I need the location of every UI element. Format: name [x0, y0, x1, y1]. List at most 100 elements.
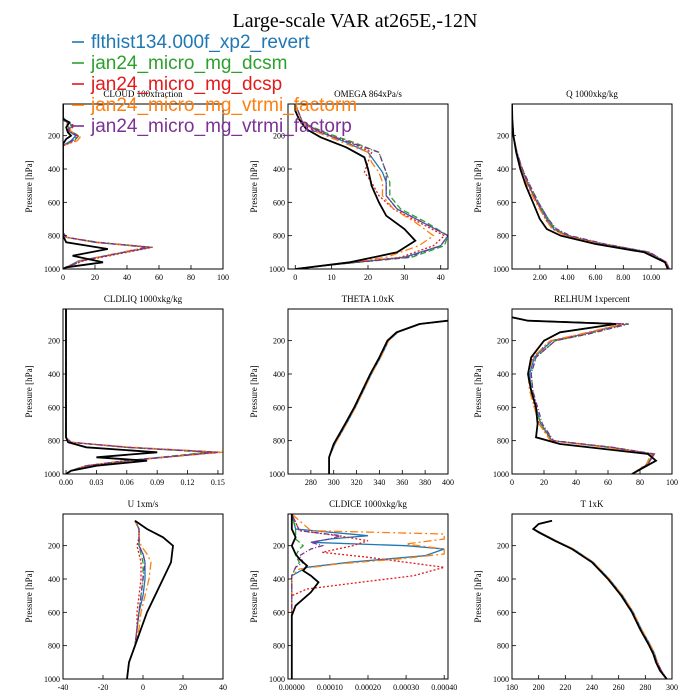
series-line-control [328, 319, 448, 474]
legend-item: jan24_micro_mg_dcsm [72, 53, 287, 74]
y-tick-label: 200 [273, 542, 285, 551]
x-tick-label: 0.00010 [317, 683, 343, 692]
x-tick-label: 0.00 [59, 478, 73, 487]
x-tick-label: 380 [419, 478, 431, 487]
panel-2: 0 10 20 30 40 200 400 600 800 1000 Pressure [hPa] O… [249, 89, 449, 282]
x-tick-label: 220 [559, 683, 571, 692]
series-group [290, 514, 445, 679]
series-group [531, 519, 668, 679]
x-tick-label: 240 [586, 683, 598, 692]
x-tick-label: 0 [293, 273, 297, 282]
panel-title: Q 1000xkg/kg [566, 89, 618, 99]
panel-title: CLDLIQ 1000xkg/kg [104, 294, 183, 304]
x-tick-label: 20 [364, 273, 372, 282]
series-line-jan24_micro_mg_dcsm [328, 320, 448, 474]
y-tick-label: 600 [48, 608, 60, 617]
y-tick-label: 200 [497, 132, 509, 141]
legend-label: jan24_micro_mg_vtrmi_factorm [90, 95, 357, 116]
x-tick-label: 0.00040 [431, 683, 457, 692]
y-tick-label: 1000 [269, 265, 285, 274]
panel-title: U 1xm/s [128, 499, 159, 509]
x-tick-label: 0.00030 [393, 683, 419, 692]
series-line-control [65, 309, 158, 474]
series-group [65, 309, 223, 474]
y-tick-label: 600 [497, 198, 509, 207]
series-line-jan24_micro_mg_vtrmi_factorm [291, 514, 445, 679]
x-tick-label: 0.00020 [355, 683, 381, 692]
y-tick-label: 800 [497, 232, 509, 241]
panel-1: 0 20 40 60 80 100 200 400 600 800 1000 Pressure [hP… [24, 89, 229, 282]
y-axis-label: Pressure [hPa] [24, 365, 34, 417]
panel-6: 0 20 40 60 80 100 200 400 600 800 1000 Pressure [hP… [473, 294, 678, 487]
series-line-jan24_micro_mg_dcsm [532, 520, 668, 679]
x-tick-label: 300 [328, 478, 340, 487]
series-line-jan24_micro_mg_dcsm [512, 104, 670, 269]
series-line-jan24_micro_mg_dcsp [291, 514, 445, 679]
y-tick-label: 400 [273, 370, 285, 379]
panel-7: -40 -20 0 20 40 200 400 600 800 1000 Pressure [hPa… [24, 499, 227, 692]
y-tick-label: 800 [48, 437, 60, 446]
y-tick-label: 600 [273, 608, 285, 617]
plot-frame [287, 513, 449, 680]
series-line-jan24_micro_mg_vtrmi_factorm [65, 309, 223, 474]
panel-title: RELHUM 1xpercent [554, 294, 630, 304]
y-tick-label: 1000 [269, 675, 285, 684]
y-tick-label: 1000 [493, 265, 509, 274]
plot-frame [62, 308, 224, 475]
y-tick-label: 800 [48, 642, 60, 651]
x-tick-label: 80 [636, 478, 644, 487]
series-line-control [531, 519, 668, 679]
x-tick-label: 2.00 [533, 273, 547, 282]
x-tick-label: 280 [305, 478, 317, 487]
x-tick-label: 60 [604, 478, 612, 487]
series-line-control [512, 104, 669, 269]
panel-8: 0.00000 0.00010 0.00020 0.00030 0.00040 200 40… [249, 499, 457, 692]
y-tick-label: 200 [273, 132, 285, 141]
x-tick-label: 40 [572, 478, 580, 487]
panel-title: T 1xK [580, 499, 604, 509]
y-tick-label: 400 [497, 575, 509, 584]
x-tick-label: -40 [58, 683, 69, 692]
legend: flthist134.000f_xp2_revertjan24_micro_mg… [72, 32, 357, 137]
y-axis-label: Pressure [hPa] [249, 570, 259, 622]
x-tick-label: 40 [123, 273, 131, 282]
series-line-flthist134.000f_xp2_revert [63, 104, 152, 269]
plot-frame [62, 103, 224, 270]
y-axis-label: Pressure [hPa] [249, 160, 259, 212]
x-tick-label: 40 [437, 273, 445, 282]
x-tick-label: 100 [217, 273, 229, 282]
series-line-control [126, 519, 174, 679]
legend-item: jan24_micro_mg_dcsp [72, 74, 282, 95]
y-tick-label: 600 [273, 403, 285, 412]
y-tick-label: 200 [497, 542, 509, 551]
series-line-control [294, 104, 417, 269]
series-line-jan24_micro_mg_vtrmi_factorp [512, 316, 656, 474]
series-line-flthist134.000f_xp2_revert [126, 520, 146, 679]
x-tick-label: 6.00 [588, 273, 602, 282]
y-tick-label: 400 [48, 575, 60, 584]
series-line-jan24_micro_mg_dcsp [512, 104, 670, 269]
y-tick-label: 200 [48, 337, 60, 346]
y-tick-label: 600 [273, 198, 285, 207]
y-tick-label: 600 [497, 608, 509, 617]
x-tick-label: 40 [219, 683, 227, 692]
series-line-jan24_micro_mg_dcsp [65, 309, 213, 474]
y-tick-label: 1000 [44, 470, 60, 479]
series-group [63, 104, 153, 269]
x-tick-label: 0 [141, 683, 145, 692]
legend-label: jan24_micro_mg_dcsm [90, 53, 287, 74]
series-line-control [290, 514, 320, 679]
series-line-jan24_micro_mg_vtrmi_factorm [532, 520, 668, 679]
x-tick-label: 280 [639, 683, 651, 692]
panel-9: 180 200 220 240 260 280 300 200 400 600 800 1000 Pre… [473, 499, 678, 692]
y-tick-label: 1000 [493, 470, 509, 479]
legend-label: jan24_micro_mg_dcsp [90, 74, 282, 95]
y-tick-label: 800 [48, 232, 60, 241]
x-tick-label: 0.15 [211, 478, 225, 487]
series-line-jan24_micro_mg_dcsp [328, 320, 448, 474]
y-axis-label: Pressure [hPa] [24, 570, 34, 622]
y-tick-label: 800 [273, 232, 285, 241]
x-tick-label: 300 [666, 683, 678, 692]
y-tick-label: 800 [273, 642, 285, 651]
